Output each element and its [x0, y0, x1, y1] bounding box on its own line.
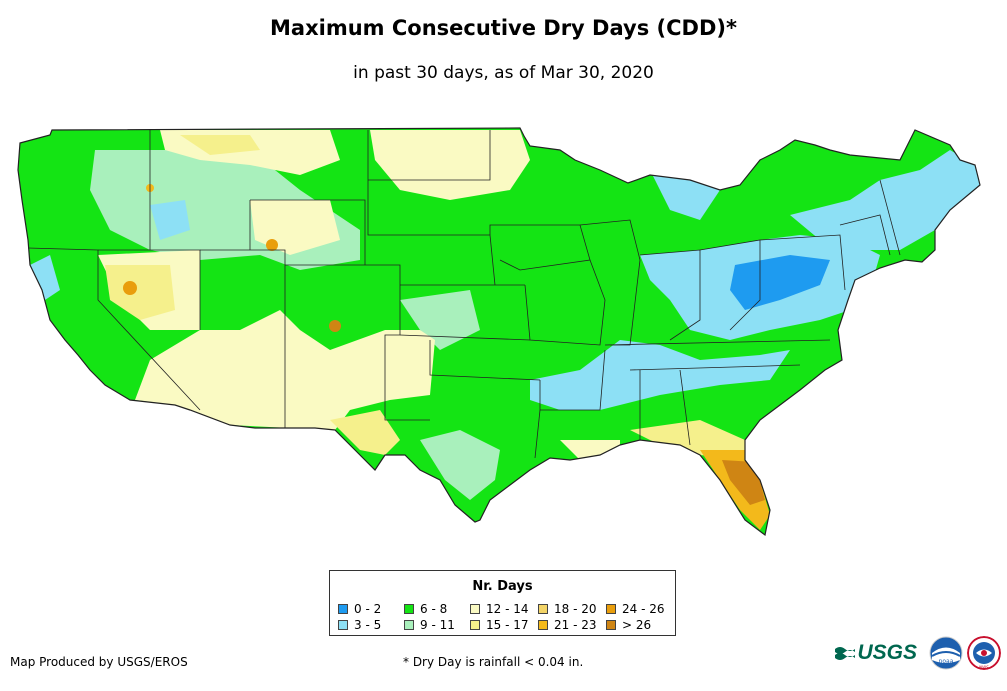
- legend-item: 15 - 17: [470, 618, 529, 632]
- legend-item: 0 - 2: [338, 602, 381, 616]
- legend-label: 18 - 20: [554, 602, 597, 616]
- zone-spot-orange: [266, 239, 278, 251]
- zone-southwest-paleyellow: [98, 250, 435, 430]
- legend-item: 12 - 14: [470, 602, 529, 616]
- legend-label: 21 - 23: [554, 618, 597, 632]
- zone-ohio-blue: [730, 255, 830, 310]
- producer-credit: Map Produced by USGS/EROS: [10, 655, 188, 669]
- zone-spot-orange: [329, 320, 341, 332]
- nws-logo-text: NWS: [979, 665, 989, 670]
- legend-swatch: [338, 620, 348, 630]
- dry-day-note: * Dry Day is rainfall < 0.04 in.: [403, 655, 584, 669]
- zone-montana-yellow: [180, 135, 260, 155]
- legend-label: 24 - 26: [622, 602, 665, 616]
- zone-plains-lightgreen: [400, 290, 480, 350]
- legend-swatch: [338, 604, 348, 614]
- state-borders: [17, 127, 981, 537]
- legend-item: 9 - 11: [404, 618, 455, 632]
- zone-nevada-yellow: [105, 265, 175, 320]
- legend-swatch: [470, 620, 480, 630]
- noaa-logo-text: noaa: [939, 658, 954, 665]
- zone-idaho-lightblue: [150, 200, 190, 240]
- legend-item: 24 - 26: [606, 602, 665, 616]
- legend-swatch: [538, 620, 548, 630]
- noaa-logo-icon: noaa: [929, 636, 963, 670]
- zone-south-lightgreen: [420, 430, 500, 500]
- legend-item: 3 - 5: [338, 618, 381, 632]
- legend-swatch: [606, 620, 616, 630]
- legend-item: 6 - 8: [404, 602, 447, 616]
- legend-swatch: [404, 604, 414, 614]
- map-title: Maximum Consecutive Dry Days (CDD)*: [270, 16, 737, 40]
- legend-label: > 26: [622, 618, 652, 632]
- legend-swatch: [404, 620, 414, 630]
- usgs-wave-icon: [835, 647, 856, 660]
- agency-logos: USGS noaa NWS: [835, 636, 1001, 670]
- usgs-logo-text: USGS: [857, 641, 917, 664]
- legend-item: > 26: [606, 618, 651, 632]
- usgs-logo: USGS: [835, 641, 917, 665]
- legend-swatch: [606, 604, 616, 614]
- legend-item: 21 - 23: [538, 618, 597, 632]
- legend-title: Nr. Days: [472, 579, 533, 594]
- map-subtitle: in past 30 days, as of Mar 30, 2020: [353, 63, 654, 83]
- legend-swatch: [538, 604, 548, 614]
- legend-label: 6 - 8: [420, 602, 448, 616]
- legend-label: 9 - 11: [420, 618, 455, 632]
- zone-california-lightblue: [30, 255, 60, 300]
- legend-item: 18 - 20: [538, 602, 597, 616]
- legend-label: 0 - 2: [354, 602, 382, 616]
- nws-logo-icon: NWS: [967, 636, 1001, 670]
- legend-label: 3 - 5: [354, 618, 382, 632]
- zone-midsouth-lightblue: [530, 340, 790, 410]
- legend-label: 15 - 17: [486, 618, 529, 632]
- legend-box: Nr. Days 0 - 2 3 - 5 6 - 8 9 - 11 12 - 14 15 …: [329, 570, 676, 636]
- zone-texas-yellow: [330, 410, 400, 455]
- legend-swatch: [470, 604, 480, 614]
- legend-label: 12 - 14: [486, 602, 529, 616]
- zone-spot-orange: [123, 281, 137, 295]
